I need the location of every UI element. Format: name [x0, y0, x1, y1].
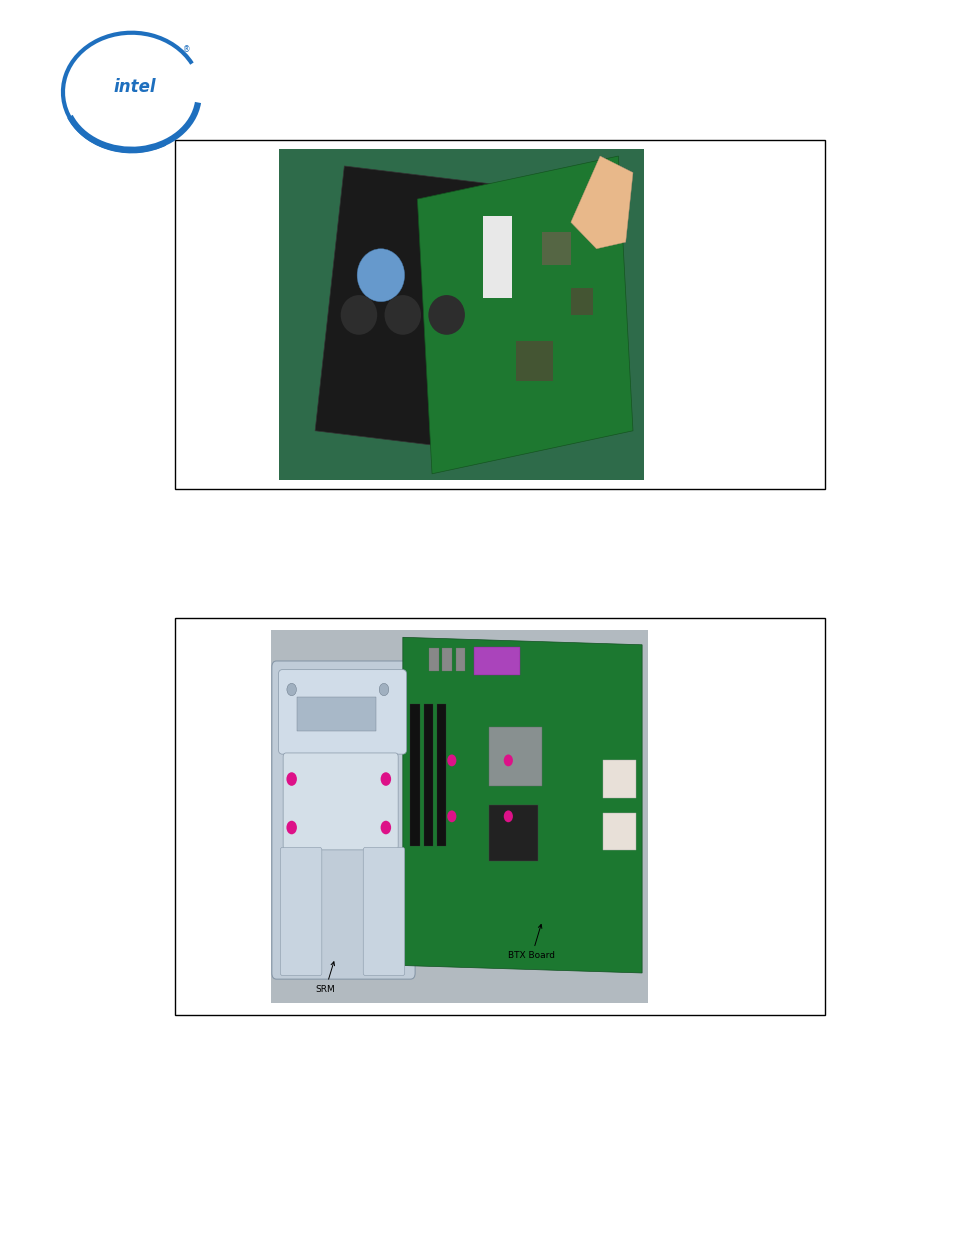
FancyBboxPatch shape [280, 847, 321, 976]
Bar [602, 813, 636, 850]
Bar [436, 704, 446, 846]
Bar [474, 647, 519, 674]
Bar [271, 630, 647, 1003]
Circle shape [286, 821, 296, 835]
Text: intel: intel [113, 78, 156, 96]
Bar [429, 648, 438, 671]
Circle shape [287, 683, 296, 695]
Polygon shape [402, 637, 641, 973]
Circle shape [380, 772, 391, 785]
Ellipse shape [340, 295, 376, 335]
Bar [174, 140, 824, 489]
Bar [278, 149, 643, 480]
Bar [456, 648, 464, 671]
Text: BTX Board: BTX Board [508, 925, 555, 960]
Polygon shape [314, 165, 534, 454]
FancyBboxPatch shape [272, 661, 415, 979]
Bar [541, 232, 570, 266]
Bar [489, 727, 541, 787]
Text: ®: ® [183, 44, 191, 54]
Ellipse shape [63, 32, 200, 151]
Bar [442, 648, 452, 671]
Bar [489, 805, 537, 861]
Circle shape [380, 821, 391, 835]
Circle shape [503, 810, 513, 823]
FancyBboxPatch shape [278, 669, 406, 755]
Bar [516, 341, 552, 382]
Bar [482, 216, 512, 299]
Bar [423, 704, 433, 846]
Bar [602, 761, 636, 798]
Circle shape [447, 810, 456, 823]
FancyBboxPatch shape [363, 847, 404, 976]
Circle shape [378, 683, 388, 695]
Bar [410, 704, 419, 846]
Ellipse shape [428, 295, 464, 335]
Ellipse shape [356, 248, 404, 301]
Bar [297, 697, 376, 731]
Ellipse shape [384, 295, 420, 335]
Circle shape [503, 755, 513, 766]
Bar [174, 618, 824, 1015]
Circle shape [447, 755, 456, 766]
Circle shape [286, 772, 296, 785]
Polygon shape [417, 156, 633, 474]
Bar [570, 289, 592, 315]
Polygon shape [570, 156, 633, 248]
Text: SRM: SRM [315, 962, 335, 994]
FancyBboxPatch shape [283, 753, 397, 850]
